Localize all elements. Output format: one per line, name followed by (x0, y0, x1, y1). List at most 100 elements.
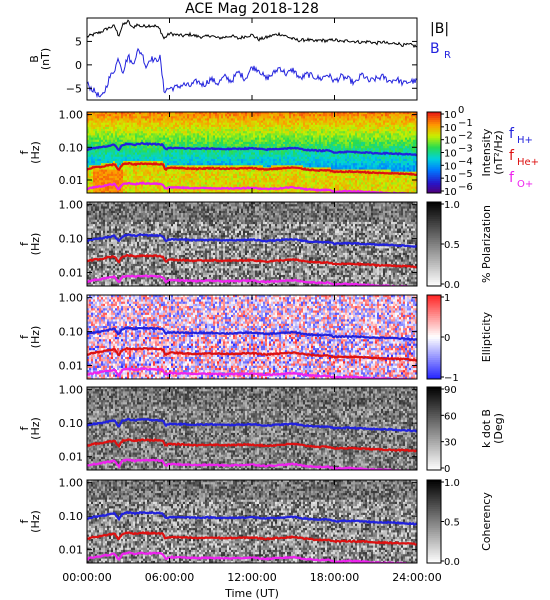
colorbar-tick-label: 1 (444, 293, 450, 304)
colorbar-tick-label: 10 −4 (444, 156, 473, 172)
colorbar-tick-base: 10 (444, 174, 457, 185)
y-axis-label: (Hz) (29, 326, 42, 349)
colorbar-tick-exponent: −2 (458, 131, 473, 142)
panel-polarization: 1.00 0.10 0.01 f(Hz) 1.0 0.5 0.0 % Polarization (18, 199, 493, 291)
y-tick-label: 1.00 (59, 477, 84, 490)
y-tick-label: 1.00 (59, 292, 84, 305)
y-tick-label: −5 (66, 82, 82, 95)
x-tick-label: 00:00:00 (62, 571, 111, 584)
legend-subscript: He+ (517, 157, 539, 168)
x-tick-label: 06:00:00 (145, 571, 194, 584)
colorbar-tick-base: 30 (444, 438, 457, 449)
colorbar-tick-base: 10 (444, 187, 457, 198)
gyrofrequency-line-he (87, 161, 417, 177)
colorbar-tick-label: 1.0 (444, 200, 460, 211)
gyrofrequency-line-h (87, 510, 417, 526)
colorbar-tick-base: 0.5 (444, 518, 460, 529)
x-tick-label: 12:00:00 (227, 571, 276, 584)
y-tick-label: 1.00 (59, 199, 84, 212)
gyrofrequency-line-h (87, 233, 417, 249)
panel-coherency: 1.00 0.10 0.01 f(Hz) 1.0 0.5 0.0 Coherency (18, 477, 493, 568)
gyrofrequency-line-he (87, 346, 417, 362)
colorbar-tick-base: 0.5 (444, 240, 460, 251)
panel-ellipticity: 1.00 0.10 0.01 f(Hz) 1 0 −1 Ellipticity (18, 292, 493, 384)
legend-subscript: H+ (517, 135, 533, 146)
colorbar-tick-base: 1.0 (444, 200, 460, 211)
x-axis: 00:00:00 06:00:00 12:00:00 18:00:00 24:00:00 (62, 571, 441, 584)
legend-label: |B| (430, 21, 449, 37)
colorbar-tick-exponent: 0 (458, 105, 464, 116)
gyrofrequency-line-he (87, 438, 417, 453)
spectrogram-intensity (87, 112, 417, 193)
y-tick-label: 0.10 (59, 233, 84, 246)
colorbar-tick-label: 10 −6 (444, 182, 473, 198)
colorbar-ellipticity: 1 0 −1 Ellipticity (426, 293, 493, 384)
legend-entry: f He+ (509, 148, 539, 168)
panel-kdotb-plot (87, 387, 417, 470)
colorbar-label: k dot B (480, 409, 493, 448)
y-axis-label: (Hz) (29, 233, 42, 256)
colorbar-tick-base: 0.0 (444, 280, 460, 291)
gyrofrequency-line-h (87, 325, 417, 342)
colorbar-tick-base: −1 (444, 373, 459, 384)
colorbar-label: % Polarization (480, 205, 493, 283)
gyrofrequency-line-o (87, 181, 415, 193)
series-line-b-radial (87, 47, 417, 99)
legend-label: B (430, 41, 440, 57)
colorbar-label: (Deg) (492, 413, 505, 444)
colorbar-tick-label: 0.0 (444, 557, 460, 568)
colorbar-tick-base: 10 (444, 161, 457, 172)
y-tick-label: 0.01 (59, 360, 84, 373)
chart-title: ACE Mag 2018-128 (185, 1, 319, 17)
y-axis-label: f (18, 425, 31, 430)
colorbar-tick-label: 10 −5 (444, 169, 473, 185)
colorbar-tick-base: 10 (444, 123, 457, 134)
gyrofrequency-line-he (87, 253, 417, 269)
gyrofrequency-line-h (87, 417, 417, 433)
colorbar-label: Ellipticity (480, 311, 493, 362)
y-axis-label: (Hz) (29, 141, 42, 164)
panel-frame (86, 17, 418, 101)
colorbar-label: Intensity (480, 128, 493, 176)
colorbar-tick-exponent: −1 (458, 118, 473, 129)
colorbar-tick-base: 60 (444, 411, 457, 422)
gyrofrequency-line-o (87, 274, 411, 286)
y-axis-label: f (18, 518, 31, 523)
y-tick-label: 0.10 (59, 510, 84, 523)
legend-subscript: O+ (517, 179, 533, 190)
colorbar-coherency: 1.0 0.5 0.0 Coherency (426, 478, 493, 568)
colorbar-tick-label: 0.0 (444, 280, 460, 291)
colorbar-kdotb: 90 60 30 0 k dot B (Deg) (426, 385, 505, 475)
colorbar-tick-base: 0.0 (444, 557, 460, 568)
x-tick-label: 18:00:00 (310, 571, 359, 584)
panel-kdotb: 1.00 0.10 0.01 f(Hz) 90 60 30 0 k dot B (Deg) (18, 384, 505, 475)
colorbar-tick-label: 10 −2 (444, 131, 473, 147)
legend-subscript: R (444, 50, 451, 61)
colorbar-label: (nT²/Hz) (492, 130, 505, 174)
panel-coherency-plot (87, 480, 417, 563)
gyrofrequency-line-o (87, 367, 413, 379)
panel-polarization-plot (87, 202, 417, 286)
colorbar-tick-label: 60 (444, 411, 457, 422)
x-axis-label: Time (UT) (224, 587, 279, 600)
gyrofrequency-line-he (87, 531, 417, 546)
legend-label: f (509, 148, 515, 164)
x-tick-label: 24:00:00 (392, 571, 441, 584)
colorbar-tick-label: 90 (444, 385, 457, 396)
legend-entry: f H+ (509, 126, 533, 146)
colorbar-tick-label: 0.5 (444, 240, 460, 251)
y-tick-label: 0 (75, 59, 82, 72)
colorbar-tick-base: 0 (444, 333, 450, 344)
y-axis-label: (nT) (39, 48, 52, 70)
series-line-b-magnitude (87, 19, 417, 49)
y-axis-label: f (18, 241, 31, 246)
colorbar-tick-base: 90 (444, 385, 457, 396)
colorbar-tick-label: 10 −3 (444, 144, 473, 160)
colorbar-tick-label: 10 −1 (444, 118, 473, 134)
spectrogram-kdotb (87, 387, 417, 470)
y-axis-label: B (28, 55, 41, 63)
y-tick-label: 1.00 (59, 384, 84, 397)
